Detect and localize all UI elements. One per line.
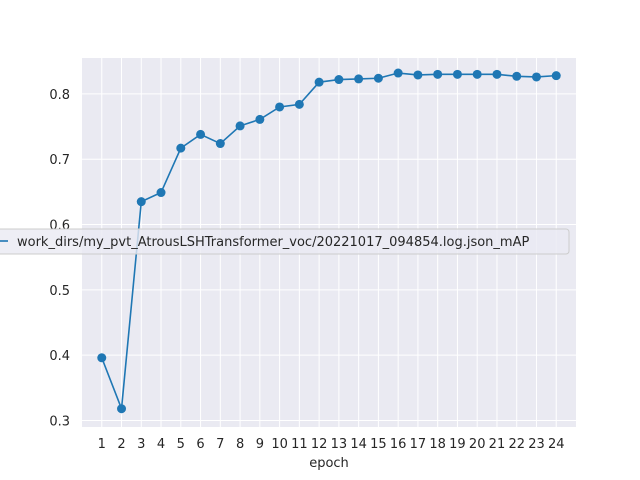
data-point xyxy=(156,188,166,198)
x-tick-label: 23 xyxy=(528,437,545,452)
data-point xyxy=(472,69,482,79)
x-tick-label: 24 xyxy=(548,437,565,452)
y-tick-labels: 0.30.40.50.60.70.8 xyxy=(49,88,70,430)
data-point xyxy=(255,114,265,124)
x-tick-label: 17 xyxy=(410,437,427,452)
x-tick-label: 12 xyxy=(311,437,328,452)
y-tick-label: 0.3 xyxy=(49,414,70,429)
x-tick-label: 2 xyxy=(117,437,125,452)
x-tick-label: 13 xyxy=(331,437,348,452)
data-point xyxy=(334,75,344,85)
data-point xyxy=(531,72,541,82)
legend-entry-label: work_dirs/my_pvt_AtrousLSHTransformer_vo… xyxy=(17,235,529,250)
x-tick-label: 4 xyxy=(157,437,165,452)
data-point xyxy=(413,70,423,80)
x-tick-label: 1 xyxy=(98,437,106,452)
x-tick-label: 10 xyxy=(271,437,288,452)
x-tick-label: 16 xyxy=(390,437,407,452)
data-point xyxy=(97,353,107,363)
data-point xyxy=(196,129,206,139)
data-point xyxy=(136,197,146,207)
x-axis-label: epoch xyxy=(309,456,349,471)
data-point xyxy=(176,143,186,153)
x-tick-label: 6 xyxy=(196,437,204,452)
x-tick-label: 22 xyxy=(508,437,525,452)
data-point xyxy=(117,404,127,414)
x-tick-label: 15 xyxy=(370,437,387,452)
data-point xyxy=(275,102,285,112)
data-point xyxy=(452,69,462,79)
data-point xyxy=(314,77,324,87)
y-tick-label: 0.5 xyxy=(49,284,70,299)
y-tick-label: 0.4 xyxy=(49,349,70,364)
x-tick-label: 3 xyxy=(137,437,145,452)
data-point xyxy=(294,99,304,109)
data-point xyxy=(235,121,245,131)
x-tick-label: 9 xyxy=(256,437,264,452)
legend: work_dirs/my_pvt_AtrousLSHTransformer_vo… xyxy=(0,228,570,255)
data-point xyxy=(433,69,443,79)
x-tick-label: 8 xyxy=(236,437,244,452)
x-tick-label: 14 xyxy=(350,437,367,452)
x-tick-label: 5 xyxy=(177,437,185,452)
data-point xyxy=(215,139,225,149)
x-tick-label: 20 xyxy=(469,437,486,452)
x-tick-labels: 1 2 3 4 5 6 7 8 9 10 11 12 13 14 15 16 17 18 19 20 21 22 23 24 xyxy=(98,437,565,452)
x-tick-label: 19 xyxy=(449,437,466,452)
data-point xyxy=(393,68,403,78)
data-point xyxy=(492,69,502,79)
x-tick-label: 7 xyxy=(216,437,224,452)
data-point xyxy=(512,71,522,81)
data-point xyxy=(551,71,561,81)
data-point xyxy=(373,73,383,83)
x-tick-label: 18 xyxy=(429,437,446,452)
x-tick-label: 11 xyxy=(291,437,308,452)
data-point xyxy=(354,74,364,84)
x-tick-label: 21 xyxy=(489,437,506,452)
series-layer xyxy=(97,68,561,414)
y-tick-label: 0.7 xyxy=(49,153,70,168)
y-tick-label: 0.8 xyxy=(49,88,70,103)
legend-box xyxy=(0,228,570,255)
